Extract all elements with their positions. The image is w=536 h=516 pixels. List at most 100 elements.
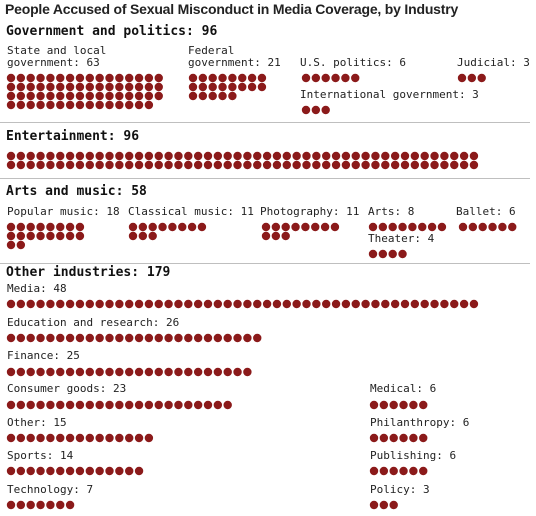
dot-consumer-goods: [144, 400, 154, 410]
dot-state-local: [36, 82, 45, 92]
dot-photography: [261, 222, 271, 232]
dot-entertainment: [233, 160, 242, 170]
dot-entertainment: [164, 151, 173, 161]
dot-entertainment: [450, 160, 459, 170]
dot-state-local: [144, 82, 154, 92]
label-photography: Photography: 11: [260, 205, 360, 218]
dot-entertainment: [85, 151, 95, 161]
dot-entertainment: [459, 151, 469, 161]
dot-consumer-goods: [223, 400, 232, 410]
dot-medical: [419, 400, 428, 410]
dot-entertainment: [164, 160, 173, 170]
dot-education: [115, 333, 124, 343]
dot-education: [36, 333, 45, 343]
dot-state-local: [134, 91, 144, 101]
dot-popular-music: [56, 231, 65, 241]
dot-photography: [291, 222, 300, 232]
dot-entertainment: [312, 151, 321, 161]
dot-state-local: [154, 73, 163, 83]
dot-philanthropy: [399, 433, 408, 443]
dot-state-local: [6, 73, 16, 83]
dot-classical-music: [128, 231, 138, 241]
dot-us-politics: [321, 73, 330, 83]
dot-federal: [208, 91, 217, 101]
dot-theater: [368, 249, 378, 259]
dot-entertainment: [322, 160, 331, 170]
dot-federal: [218, 91, 227, 101]
dot-finance: [223, 367, 232, 377]
dot-ballet: [468, 222, 478, 232]
dot-consumer-goods: [125, 400, 134, 410]
section-header-other: Other industries: 179: [6, 265, 171, 280]
label-arts: Arts: 8: [368, 205, 415, 218]
dot-other: [65, 433, 75, 443]
dot-education: [154, 333, 163, 343]
dot-entertainment: [302, 151, 311, 161]
label-judicial: Judicial: 3: [457, 56, 530, 69]
dot-entertainment: [351, 151, 360, 161]
dot-theater: [398, 249, 407, 259]
dot-media: [272, 299, 282, 309]
dot-publishing: [399, 466, 408, 476]
dot-state-local: [65, 91, 75, 101]
label-classical-music: Classical music: 11: [128, 205, 254, 218]
dot-classical-music: [178, 222, 187, 232]
dot-ballet: [478, 222, 487, 232]
dot-sports: [95, 466, 104, 476]
dot-classical-music: [138, 231, 148, 241]
dot-media: [75, 299, 85, 309]
label-policy: Policy: 3: [370, 483, 430, 496]
dot-state-local: [56, 82, 65, 92]
dot-media: [381, 299, 390, 309]
section-divider: [0, 122, 530, 123]
dot-publishing: [409, 466, 418, 476]
dot-entertainment: [95, 160, 104, 170]
dot-judicial: [467, 73, 477, 83]
dot-federal: [218, 73, 227, 83]
dot-entertainment: [56, 160, 65, 170]
dot-media: [105, 299, 114, 309]
dot-judicial: [477, 73, 486, 83]
dot-technology: [56, 500, 65, 510]
dot-state-local: [134, 82, 144, 92]
chart-title: People Accused of Sexual Misconduct in M…: [5, 1, 459, 17]
dot-finance: [115, 367, 124, 377]
dot-state-local: [65, 82, 75, 92]
dot-popular-music: [6, 222, 16, 232]
dot-classical-music: [187, 222, 197, 232]
dot-technology: [46, 500, 55, 510]
dot-entertainment: [6, 151, 16, 161]
dot-entertainment: [282, 160, 291, 170]
dot-finance: [174, 367, 183, 377]
dot-entertainment: [253, 160, 262, 170]
dot-technology: [26, 500, 35, 510]
dot-federal: [198, 91, 208, 101]
dot-federal: [257, 73, 267, 83]
dot-consumer-goods: [115, 400, 124, 410]
dot-federal: [198, 82, 208, 92]
dot-media: [233, 299, 242, 309]
dot-entertainment: [440, 151, 449, 161]
dot-policy: [389, 500, 398, 510]
dot-popular-music: [16, 222, 26, 232]
dot-technology: [65, 500, 75, 510]
dot-media: [341, 299, 351, 309]
dot-federal: [228, 82, 237, 92]
dot-sports: [65, 466, 75, 476]
dot-entertainment: [420, 160, 429, 170]
dot-finance: [184, 367, 193, 377]
dot-media: [302, 299, 311, 309]
dot-ballet: [498, 222, 507, 232]
dot-popular-music: [26, 231, 35, 241]
dot-state-local: [16, 82, 26, 92]
dot-education: [253, 333, 262, 343]
dot-entertainment: [361, 151, 370, 161]
dot-state-local: [144, 73, 154, 83]
dot-finance: [6, 367, 16, 377]
dot-media: [430, 299, 439, 309]
dot-publishing: [379, 466, 389, 476]
dot-consumer-goods: [85, 400, 95, 410]
dot-state-local: [75, 73, 85, 83]
dot-media: [144, 299, 154, 309]
dot-finance: [213, 367, 223, 377]
